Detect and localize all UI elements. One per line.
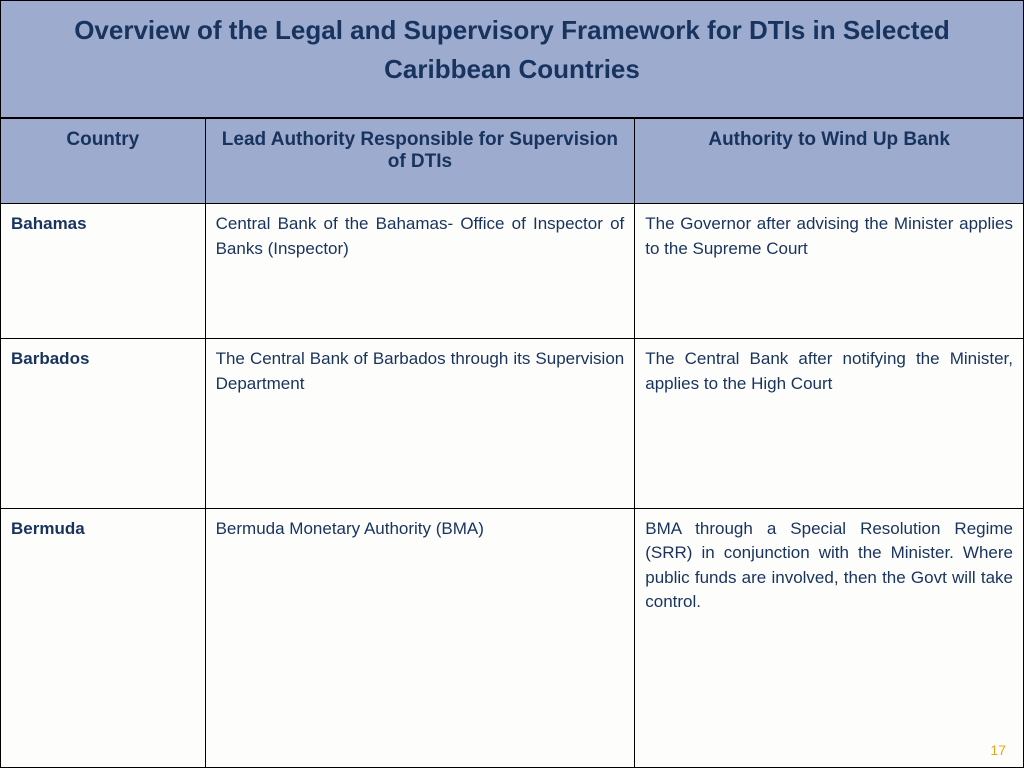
- slide-title: Overview of the Legal and Supervisory Fr…: [0, 0, 1024, 118]
- cell-lead: Bermuda Monetary Authority (BMA): [205, 508, 635, 767]
- cell-windup: The Governor after advising the Minister…: [635, 204, 1024, 339]
- cell-country: Barbados: [1, 339, 206, 508]
- col-header-windup: Authority to Wind Up Bank: [635, 119, 1024, 204]
- cell-lead: The Central Bank of Barbados through its…: [205, 339, 635, 508]
- cell-country: Bermuda: [1, 508, 206, 767]
- table-header-row: Country Lead Authority Responsible for S…: [1, 119, 1024, 204]
- table-row: Barbados The Central Bank of Barbados th…: [1, 339, 1024, 508]
- table-row: Bahamas Central Bank of the Bahamas- Off…: [1, 204, 1024, 339]
- cell-country: Bahamas: [1, 204, 206, 339]
- col-header-lead: Lead Authority Responsible for Supervisi…: [205, 119, 635, 204]
- framework-table: Country Lead Authority Responsible for S…: [0, 118, 1024, 768]
- page-number: 17: [990, 742, 1006, 758]
- cell-windup: BMA through a Special Resolution Regime …: [635, 508, 1024, 767]
- slide-container: Overview of the Legal and Supervisory Fr…: [0, 0, 1024, 768]
- col-header-country: Country: [1, 119, 206, 204]
- cell-lead: Central Bank of the Bahamas- Office of I…: [205, 204, 635, 339]
- cell-windup: The Central Bank after notifying the Min…: [635, 339, 1024, 508]
- table-row: Bermuda Bermuda Monetary Authority (BMA)…: [1, 508, 1024, 767]
